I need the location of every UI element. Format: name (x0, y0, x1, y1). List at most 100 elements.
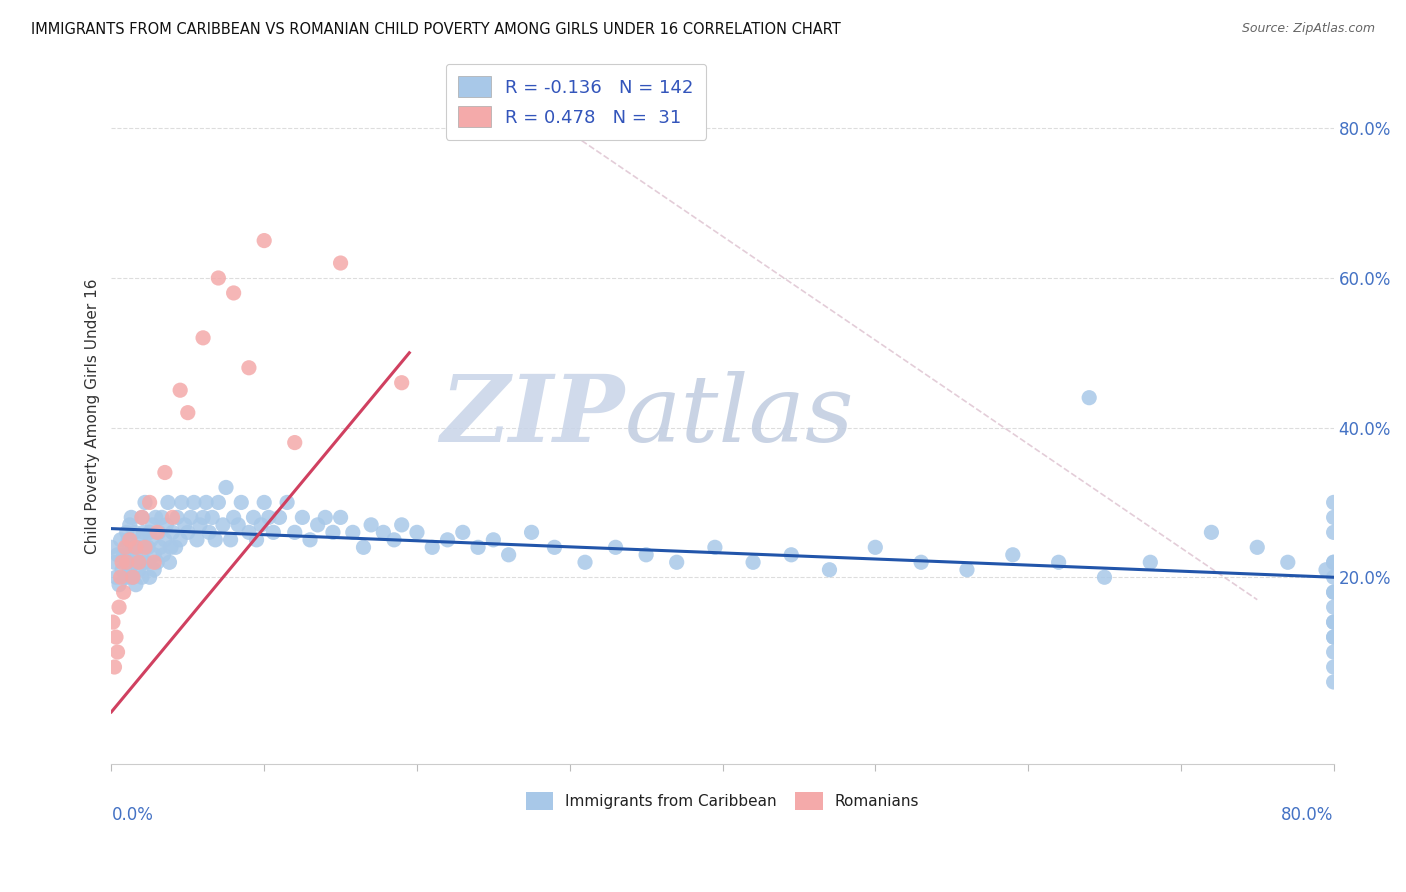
Y-axis label: Child Poverty Among Girls Under 16: Child Poverty Among Girls Under 16 (86, 278, 100, 554)
Point (391, 517, 413, 532)
Point (138, 525, 160, 540)
Point (1001, 548, 1024, 562)
Point (107, 645, 129, 659)
Point (703, 541, 725, 555)
Point (115, 525, 138, 540)
Point (118, 533, 141, 547)
Point (1323, 600, 1346, 615)
Point (360, 517, 382, 532)
Text: ZIP: ZIP (440, 371, 624, 461)
Point (115, 555, 138, 569)
Point (373, 525, 395, 540)
Point (173, 517, 195, 532)
Point (245, 533, 267, 547)
Point (121, 541, 143, 555)
Text: 80.0%: 80.0% (1281, 806, 1334, 824)
Point (136, 541, 159, 555)
Point (262, 525, 284, 540)
Point (910, 555, 932, 569)
Point (543, 541, 565, 555)
Point (146, 525, 169, 540)
Point (153, 466, 176, 480)
Point (1315, 563, 1337, 577)
Point (115, 541, 138, 555)
Point (118, 563, 141, 577)
Point (391, 376, 413, 390)
Point (1323, 675, 1346, 690)
Point (138, 570, 160, 584)
Point (215, 480, 238, 494)
Point (118, 517, 141, 532)
Point (128, 555, 150, 569)
Point (146, 555, 169, 569)
Point (605, 541, 627, 555)
Point (101, 615, 124, 629)
Point (156, 495, 179, 509)
Point (207, 495, 229, 509)
Point (128, 563, 150, 577)
Point (1246, 541, 1268, 555)
Point (219, 533, 242, 547)
Point (150, 510, 173, 524)
Point (253, 495, 276, 509)
Point (162, 510, 184, 524)
Text: IMMIGRANTS FROM CARIBBEAN VS ROMANIAN CHILD POVERTY AMONG GIRLS UNDER 16 CORRELA: IMMIGRANTS FROM CARIBBEAN VS ROMANIAN CH… (31, 22, 841, 37)
Point (104, 630, 127, 644)
Point (1323, 495, 1346, 509)
Point (436, 533, 458, 547)
Point (257, 510, 280, 524)
Point (125, 578, 148, 592)
Point (291, 510, 314, 524)
Point (108, 578, 131, 592)
Point (198, 525, 221, 540)
Point (142, 517, 165, 532)
Point (165, 541, 187, 555)
Point (125, 541, 148, 555)
Point (222, 510, 245, 524)
Point (124, 525, 146, 540)
Point (114, 541, 136, 555)
Point (111, 555, 134, 569)
Point (1139, 555, 1161, 569)
Point (131, 510, 153, 524)
Point (131, 570, 153, 584)
Point (780, 548, 803, 562)
Point (284, 435, 307, 450)
Point (121, 570, 143, 584)
Point (128, 541, 150, 555)
Point (129, 533, 152, 547)
Point (153, 533, 176, 547)
Point (155, 517, 177, 532)
Point (110, 533, 132, 547)
Point (104, 570, 127, 584)
Point (135, 555, 157, 569)
Point (1078, 391, 1101, 405)
Point (329, 256, 352, 270)
Point (1323, 630, 1346, 644)
Point (134, 495, 156, 509)
Point (143, 563, 166, 577)
Point (498, 548, 520, 562)
Point (322, 525, 344, 540)
Point (204, 533, 226, 547)
Point (110, 570, 132, 584)
Point (201, 510, 224, 524)
Point (180, 510, 202, 524)
Point (307, 517, 329, 532)
Point (238, 360, 260, 375)
Text: atlas: atlas (624, 371, 855, 461)
Point (353, 541, 375, 555)
Point (269, 510, 291, 524)
Point (467, 541, 489, 555)
Point (191, 510, 214, 524)
Point (115, 555, 138, 569)
Point (520, 525, 543, 540)
Point (406, 525, 429, 540)
Point (451, 525, 474, 540)
Point (742, 555, 765, 569)
Point (231, 495, 253, 509)
Legend: Immigrants from Caribbean, Romanians: Immigrants from Caribbean, Romanians (519, 786, 925, 816)
Point (159, 555, 181, 569)
Point (1323, 555, 1346, 569)
Text: 0.0%: 0.0% (111, 806, 153, 824)
